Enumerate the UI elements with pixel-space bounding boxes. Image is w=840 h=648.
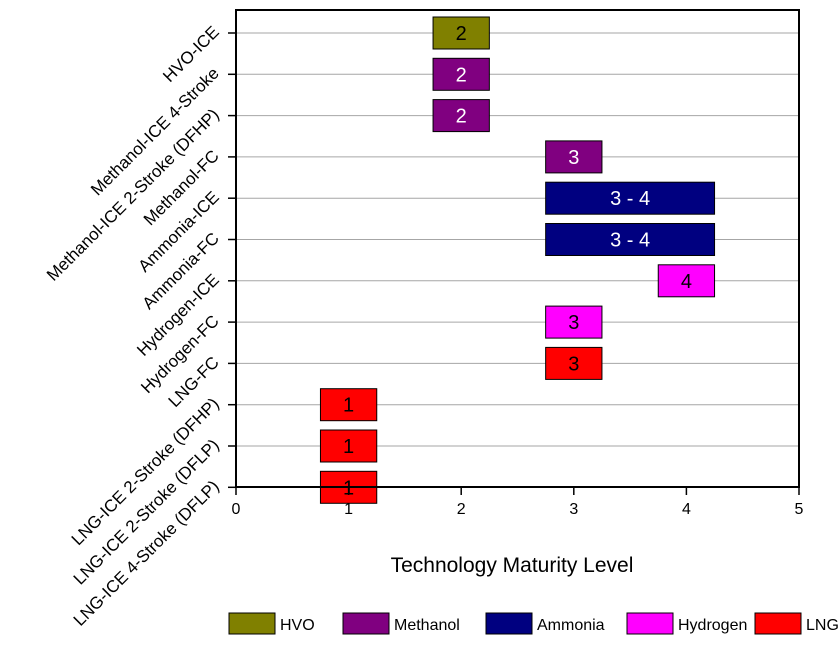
bar-label: 1: [343, 395, 354, 417]
bar-label: 3 - 4: [610, 188, 650, 210]
x-tick-label: 1: [344, 501, 353, 518]
x-tick-label: 0: [232, 501, 241, 518]
bar: [657, 264, 716, 298]
bar: [545, 140, 603, 174]
x-tick-label: 2: [457, 501, 466, 518]
bar-label: 3: [568, 353, 579, 375]
x-tick-label: 3: [569, 501, 578, 518]
legend-swatch: [754, 612, 802, 635]
bar-label: 3: [568, 147, 579, 169]
legend-label: Hydrogen: [678, 617, 747, 634]
x-axis: 0 1 2 3 4 5: [232, 487, 804, 518]
x-axis-label: Technology Maturity Level: [391, 554, 634, 577]
plot-frame: [235, 9, 800, 488]
bar: [545, 305, 603, 339]
bar: [432, 99, 490, 133]
legend-swatch: [228, 612, 276, 635]
bar: [545, 223, 716, 256]
legend: HVO Methanol Ammonia Hydrogen LNG: [228, 612, 839, 635]
legend-swatch: [485, 612, 533, 635]
bar-label: 2: [456, 64, 467, 86]
bar: [432, 57, 490, 91]
bar-label: 2: [456, 23, 467, 45]
bar-label: 3: [568, 312, 579, 334]
bar-label: 4: [681, 271, 692, 293]
bar: [545, 181, 716, 215]
legend-swatch: [626, 612, 674, 635]
bar: [319, 388, 378, 422]
legend-label: LNG: [806, 617, 839, 634]
x-tick-label: 4: [682, 501, 691, 518]
bar-label: 2: [456, 106, 467, 128]
legend-label: Ammonia: [537, 617, 605, 634]
bar: [319, 429, 378, 463]
bar: [432, 16, 490, 50]
bar: [545, 346, 603, 380]
bar-label: 3 - 4: [610, 230, 650, 252]
legend-swatch: [342, 612, 390, 635]
bar-label: 1: [343, 436, 354, 458]
legend-label: HVO: [280, 617, 315, 634]
x-tick-label: 5: [795, 501, 804, 518]
legend-label: Methanol: [394, 617, 460, 634]
